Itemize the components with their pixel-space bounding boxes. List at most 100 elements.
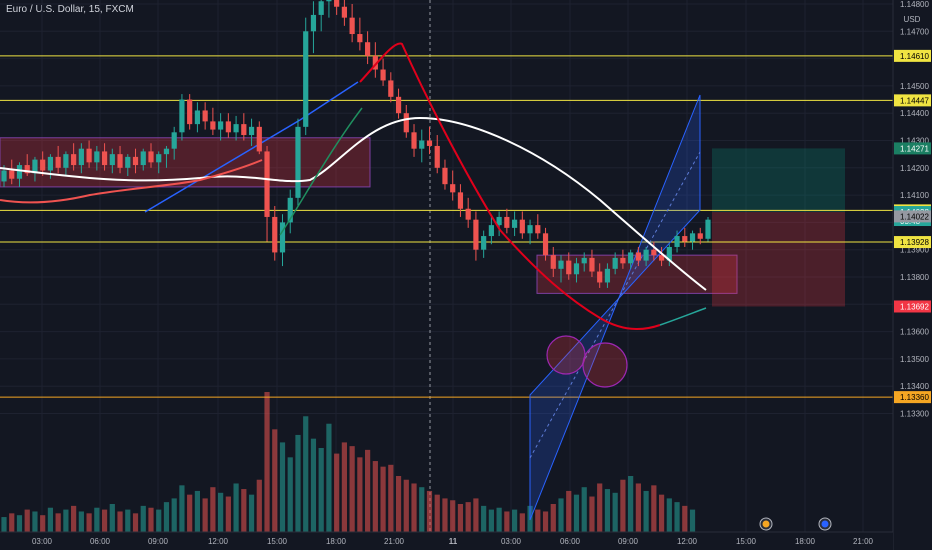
time-tick-label: 09:00 [148, 537, 169, 546]
volume-bar [349, 446, 355, 532]
volume-bar [140, 505, 146, 532]
candle-body [395, 96, 402, 114]
volume-bar [94, 507, 100, 532]
volume-bar [101, 509, 108, 532]
candle-body [303, 31, 309, 127]
volume-bar [24, 509, 30, 532]
price-axis[interactable]: USD1.148001.147001.146001.145001.144001.… [892, 0, 932, 550]
candle-body [318, 1, 324, 15]
candle-body [635, 252, 641, 261]
volume-bar [279, 442, 286, 532]
time-tick-label: 09:00 [618, 537, 639, 546]
time-tick-label: 03:00 [501, 537, 522, 546]
candle-body [597, 271, 603, 283]
volume-bar [535, 509, 541, 532]
candle-body [705, 219, 711, 239]
volume-bar [473, 498, 479, 532]
time-tick-label: 06:00 [90, 537, 111, 546]
candle-body [9, 170, 15, 179]
candle-body [1, 170, 7, 182]
time-tick-label: 12:00 [208, 537, 229, 546]
level-tag [894, 236, 931, 249]
volume-bar [233, 483, 239, 532]
candle-body [179, 99, 185, 133]
time-tick-label: 18:00 [326, 537, 347, 546]
chart-title: Euro / U.S. Dollar, 15, FXCM [6, 4, 134, 15]
time-tick-label: 06:00 [560, 537, 581, 546]
position-target-area [712, 148, 845, 213]
price-tick-label: 1.14100 [900, 191, 929, 200]
candle-body [666, 246, 672, 261]
price-tag [894, 142, 931, 155]
volume-bar [32, 511, 38, 532]
volume-bar [256, 479, 262, 532]
trend-line [144, 119, 301, 213]
candle-body [194, 110, 201, 125]
volume-bar [318, 448, 324, 532]
volume-bar [218, 492, 224, 532]
price-tick-label: 1.13400 [900, 382, 929, 391]
candle-body [550, 255, 556, 269]
volume-bar [581, 487, 587, 532]
level-tag [894, 391, 931, 404]
candle-body [628, 252, 634, 264]
price-tick-label: 1.13500 [900, 355, 929, 364]
candle-body [233, 124, 239, 133]
volume-bar [71, 505, 77, 532]
candle-body [674, 236, 680, 247]
volume-bar [295, 434, 301, 532]
volume-bar [597, 483, 603, 532]
candle-body [527, 225, 533, 234]
price-tick-label: 1.14700 [900, 27, 929, 36]
candle-body [264, 151, 270, 217]
volume-bar [372, 461, 378, 532]
volume-bar [171, 498, 177, 532]
candle-body [511, 219, 518, 228]
volume-bar [109, 504, 115, 532]
volume-bar [225, 496, 231, 532]
price-tick-label: 1.14200 [900, 164, 929, 173]
candle-body [132, 156, 139, 166]
volume-bar [403, 479, 409, 532]
volume-bar [511, 509, 518, 532]
candle-body [310, 14, 317, 32]
position-stop-area [712, 212, 845, 307]
currency-label: USD [904, 15, 921, 24]
price-tick-label: 1.13900 [900, 246, 929, 255]
volume-bar [388, 464, 394, 532]
candle-body [519, 219, 525, 234]
candle-body [256, 126, 262, 152]
candle-body [295, 126, 301, 198]
volume-bar [287, 457, 293, 532]
volume-bar [589, 496, 595, 532]
event-icon-flag [762, 520, 770, 528]
volume-bar [78, 511, 84, 532]
candle-body [388, 80, 394, 97]
volume-bar [496, 507, 502, 532]
candle-body [612, 257, 618, 269]
volume-bar [117, 511, 123, 532]
candle-body [372, 55, 378, 70]
candle-body [78, 148, 84, 166]
volume-bar [202, 498, 208, 532]
candle-body [535, 225, 541, 234]
candle-body [457, 192, 464, 209]
volume-bars [1, 392, 696, 532]
time-axis[interactable]: 03:00 06:00 09:00 12:00 15:00 18:00 21:00 11 03:… [0, 517, 893, 550]
candle-body [450, 184, 456, 193]
candle-body [210, 121, 216, 130]
level-tag-label: 1.14610 [900, 52, 929, 61]
volume-bar [40, 515, 46, 532]
pattern-circle [582, 342, 628, 388]
candle-body [24, 165, 30, 174]
price-tag [894, 300, 931, 313]
candle-body [148, 151, 154, 163]
time-tick-label: 12:00 [677, 537, 698, 546]
volume-bar [1, 517, 7, 532]
volume-bar [156, 509, 162, 532]
volume-bar [426, 490, 433, 532]
volume-bar [86, 513, 92, 532]
candle-body [581, 257, 587, 264]
